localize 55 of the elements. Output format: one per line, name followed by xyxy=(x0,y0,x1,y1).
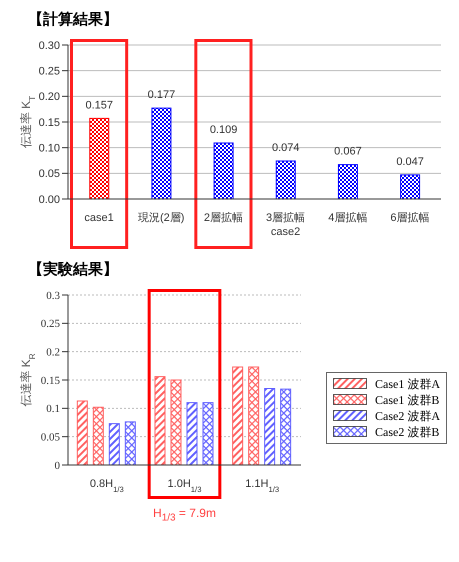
bar xyxy=(400,174,420,199)
y-tick-label: 0.25 xyxy=(38,66,60,78)
bar xyxy=(202,402,214,465)
bar xyxy=(186,402,198,465)
legend-label: Case2 波群A xyxy=(375,408,440,424)
legend-label: Case2 波群B xyxy=(375,424,440,440)
bar xyxy=(248,366,260,465)
y-tick-label: 0.20 xyxy=(38,91,60,104)
y-tick-label: 0.1 xyxy=(46,403,60,416)
text: H$_{1/3}$ = 7.9m xyxy=(152,506,217,524)
y-tick-label: 0.05 xyxy=(38,168,60,180)
y-tick-label: 0.15 xyxy=(38,116,60,129)
legend-label: Case1 波群A xyxy=(375,376,440,392)
text: case2 xyxy=(270,226,302,238)
chart-title: 【実験結果】 xyxy=(27,260,119,280)
y-tick-label: 0.2 xyxy=(46,346,60,359)
y-tick-label: 0.10 xyxy=(38,142,60,155)
y-tick-label: 0.3 xyxy=(46,290,60,302)
y-tick-label: 0.00 xyxy=(38,194,60,206)
x-tick-label: 6層拡幅 xyxy=(390,211,430,224)
bar xyxy=(154,376,166,465)
x-tick-label: 1.1H$_{1/3}$ xyxy=(245,478,280,494)
data-label: 0.177 xyxy=(148,89,176,102)
x-tick-label: 0.8H$_{1/3}$ xyxy=(90,478,124,494)
y-tick-label: 0.30 xyxy=(38,40,60,52)
bar xyxy=(264,388,276,465)
bar xyxy=(124,421,136,465)
data-label: 0.157 xyxy=(85,99,114,112)
bar xyxy=(280,388,292,465)
data-label: 0.047 xyxy=(396,156,424,168)
bar xyxy=(89,118,110,199)
x-tick-label: 4層拡幅 xyxy=(328,211,368,224)
x-tick-label: 1.0H$_{1/3}$ xyxy=(168,478,202,494)
bar xyxy=(92,406,104,465)
data-label: 0.109 xyxy=(210,124,238,136)
x-tick-label: 2層拡幅 xyxy=(204,211,243,224)
bar xyxy=(76,400,88,465)
legend-label: Case1 波群B xyxy=(375,392,440,408)
y-tick-label: 0.05 xyxy=(40,432,60,444)
x-tick-label: 現況(2層) xyxy=(138,212,184,224)
data-label: 0.067 xyxy=(334,146,362,158)
bar xyxy=(170,380,182,465)
data-label: 0.074 xyxy=(272,142,300,154)
y-tick-label: 0.25 xyxy=(40,318,60,330)
bar xyxy=(232,366,244,465)
y-tick-label: 0.15 xyxy=(40,374,60,387)
bar xyxy=(151,108,172,199)
x-tick-label: 3層拡幅 xyxy=(266,211,306,224)
bar xyxy=(338,164,358,199)
bar xyxy=(214,142,234,199)
y-tick-label: 0 xyxy=(54,460,60,472)
chart-title: 【計算結果】 xyxy=(27,10,119,30)
bar xyxy=(108,423,120,465)
bar xyxy=(276,160,296,199)
x-tick-label: case1 xyxy=(84,212,114,224)
